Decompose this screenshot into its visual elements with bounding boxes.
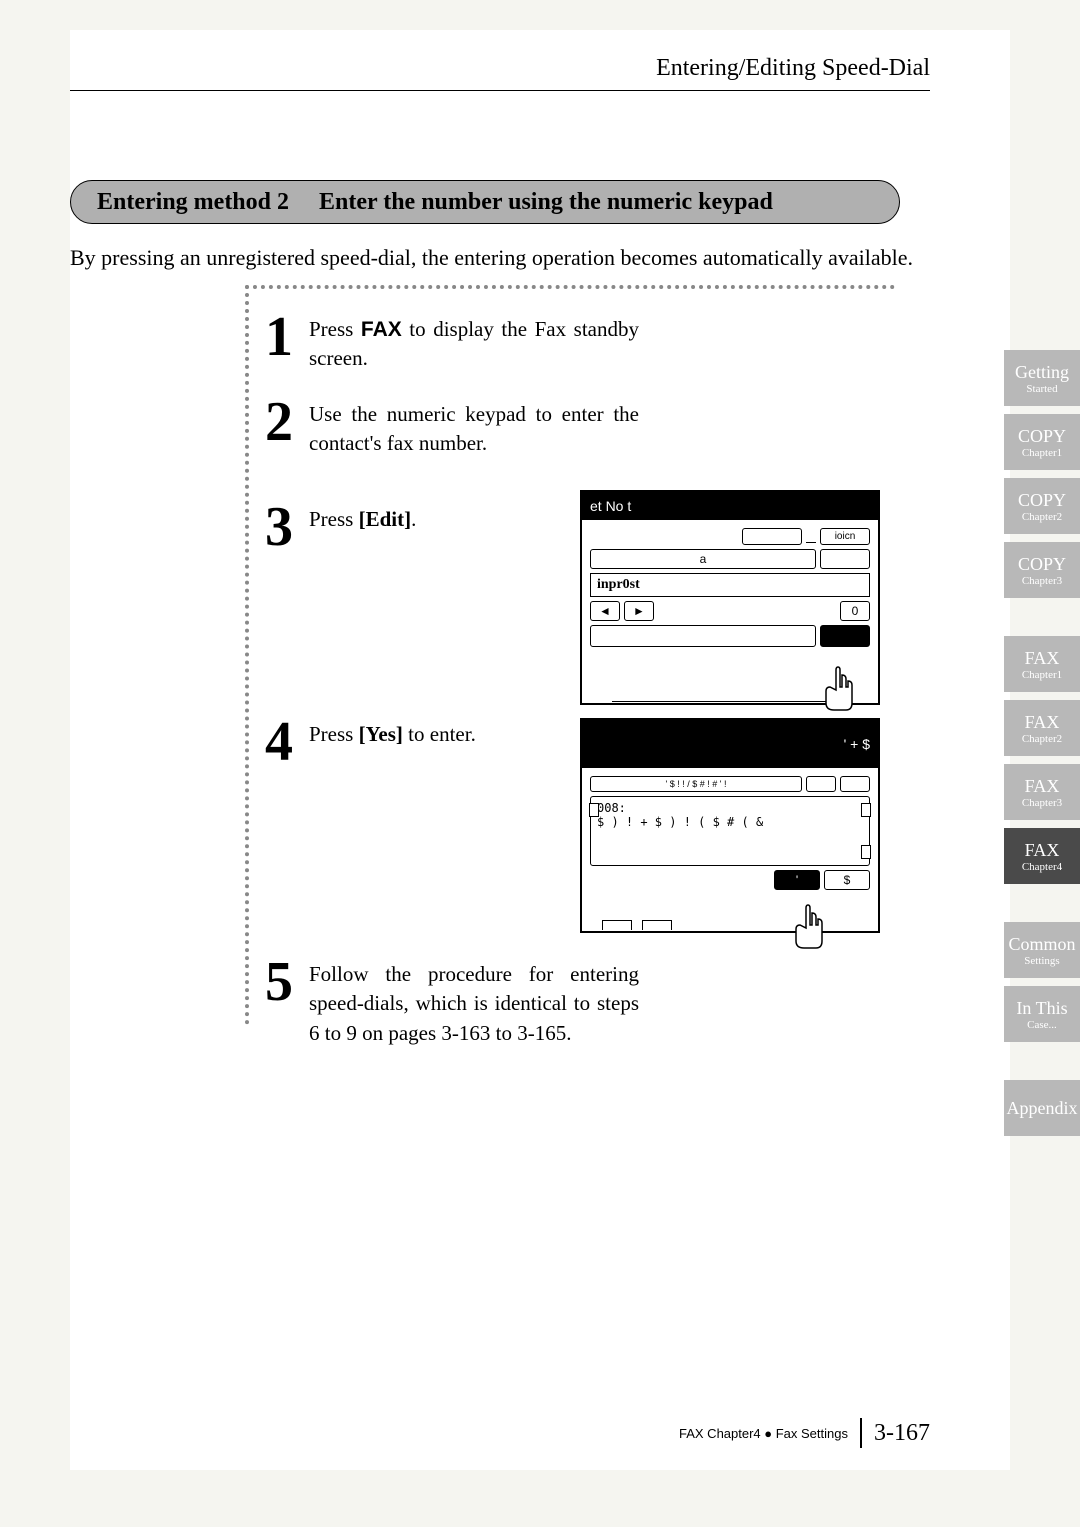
tab-sub-label: Settings xyxy=(1004,955,1080,967)
step-text: Follow the procedure for entering speed-… xyxy=(309,960,639,1048)
tab-sub-label: Chapter3 xyxy=(1004,797,1080,809)
arrow-right-button[interactable]: ► xyxy=(624,601,654,621)
tab-main-label: Getting xyxy=(1004,362,1080,383)
lcd-display: ' $ ! ! / $ # ! # ' ! xyxy=(590,776,802,792)
tab-sub-label: Chapter3 xyxy=(1004,575,1080,587)
chapter-tab[interactable]: Appendix xyxy=(1004,1080,1080,1136)
section-header: Entering/Editing Speed-Dial xyxy=(656,55,930,82)
step-number: 2 xyxy=(265,394,293,450)
step-2: 2 Use the numeric keypad to enter the co… xyxy=(265,400,915,459)
lcd-button[interactable] xyxy=(742,528,802,545)
step-text: Use the numeric keypad to enter the cont… xyxy=(309,400,639,459)
chapter-tab[interactable]: FAXChapter4 xyxy=(1004,828,1080,884)
step-number: 1 xyxy=(265,309,293,365)
tab-sub-label: Started xyxy=(1004,383,1080,395)
arrow-left-button[interactable]: ◄ xyxy=(590,601,620,621)
tab-sub-label: Chapter2 xyxy=(1004,511,1080,523)
lcd-screen-2: ' + $ ' $ ! ! / $ # ! # ' ! 008: $ ) ! +… xyxy=(580,718,880,933)
lcd-body: ' $ ! ! / $ # ! # ' ! 008: $ ) ! + $ ) !… xyxy=(582,768,878,928)
step-number: 5 xyxy=(265,954,293,1010)
lcd-button[interactable]: $ xyxy=(824,870,870,890)
tab-main-label: COPY xyxy=(1004,554,1080,575)
lcd-button[interactable]: 0 xyxy=(840,601,870,621)
banner-lead: Entering method 2 xyxy=(97,189,289,216)
dotted-vertical xyxy=(245,285,249,1025)
tab-main-label: Common xyxy=(1004,934,1080,955)
tab-main-label: FAX xyxy=(1004,712,1080,733)
lcd-button[interactable] xyxy=(840,776,870,792)
step-1: 1 Press FAX to display the Fax standby s… xyxy=(265,315,915,374)
tab-sub-label: Chapter1 xyxy=(1004,669,1080,681)
step-number: 4 xyxy=(265,714,293,770)
intro-text: By pressing an unregistered speed-dial, … xyxy=(70,245,913,271)
chapter-tab[interactable]: In ThisCase... xyxy=(1004,986,1080,1042)
tab-main-label: Appendix xyxy=(1004,1098,1080,1119)
page-number: 3-167 xyxy=(874,1420,930,1447)
tab-sub-label: Chapter1 xyxy=(1004,447,1080,459)
footer-breadcrumb: FAX Chapter4 ● Fax Settings xyxy=(679,1426,848,1441)
page-footer: FAX Chapter4 ● Fax Settings 3-167 xyxy=(679,1418,930,1448)
header-rule xyxy=(70,90,930,91)
step-text: Press FAX to display the Fax standby scr… xyxy=(309,315,639,374)
chapter-tab[interactable]: COPYChapter3 xyxy=(1004,542,1080,598)
lcd-button[interactable]: ioicn xyxy=(820,528,870,545)
lcd-button[interactable] xyxy=(590,625,816,647)
tab-main-label: FAX xyxy=(1004,648,1080,669)
page-content: Entering/Editing Speed-Dial Entering met… xyxy=(70,30,1010,1470)
tab-main-label: FAX xyxy=(1004,776,1080,797)
pointing-hand-icon xyxy=(788,903,828,953)
lcd-body: ioicn a inpr0st ◄ ► 0 xyxy=(582,520,878,700)
chapter-tab[interactable]: CommonSettings xyxy=(1004,922,1080,978)
chapter-tab[interactable]: FAXChapter2 xyxy=(1004,700,1080,756)
lcd-button-dark[interactable] xyxy=(820,625,870,647)
chapter-tab[interactable]: FAXChapter3 xyxy=(1004,764,1080,820)
tab-sub-label: Chapter2 xyxy=(1004,733,1080,745)
chapter-tab[interactable]: COPYChapter1 xyxy=(1004,414,1080,470)
tab-sub-label: Case... xyxy=(1004,1019,1080,1031)
lcd-button[interactable] xyxy=(806,776,836,792)
tab-main-label: In This xyxy=(1004,998,1080,1019)
lcd-button-dark[interactable]: ' xyxy=(774,870,820,890)
tab-sub-label: Chapter4 xyxy=(1004,861,1080,873)
lcd-button[interactable] xyxy=(820,549,870,569)
lcd-titlebar: ' + $ xyxy=(582,720,878,768)
lcd-display: inpr0st xyxy=(590,573,870,597)
banner-rest: Enter the number using the numeric keypa… xyxy=(319,189,773,216)
lcd-screen-1: et No t ioicn a inpr0st ◄ ► 0 xyxy=(580,490,880,705)
step-number: 3 xyxy=(265,499,293,555)
tab-main-label: COPY xyxy=(1004,490,1080,511)
method-banner: Entering method 2 Enter the number using… xyxy=(70,180,900,224)
dotted-horizontal xyxy=(245,285,895,289)
pointing-hand-icon xyxy=(818,665,858,715)
chapter-tab[interactable]: COPYChapter2 xyxy=(1004,478,1080,534)
lcd-button[interactable]: a xyxy=(590,549,816,569)
chapter-sidebar: GettingStartedCOPYChapter1COPYChapter2CO… xyxy=(1004,350,1080,1144)
tab-main-label: COPY xyxy=(1004,426,1080,447)
lcd-titlebar: et No t xyxy=(582,492,878,520)
step-5: 5 Follow the procedure for entering spee… xyxy=(265,960,915,1048)
chapter-tab[interactable]: FAXChapter1 xyxy=(1004,636,1080,692)
footer-divider xyxy=(860,1418,862,1448)
lcd-text-area: 008: $ ) ! + $ ) ! ( $ # ( & xyxy=(590,796,870,866)
tab-main-label: FAX xyxy=(1004,840,1080,861)
chapter-tab[interactable]: GettingStarted xyxy=(1004,350,1080,406)
